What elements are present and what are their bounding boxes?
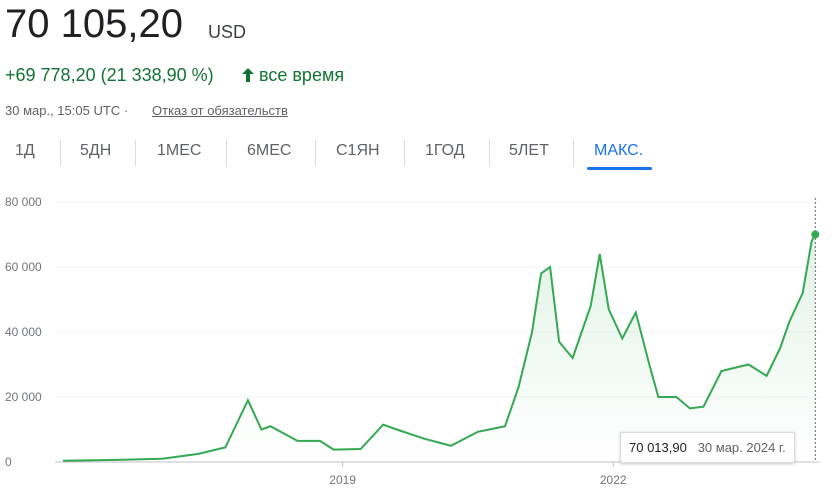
- area: [63, 234, 816, 462]
- range-tab[interactable]: МАКС.: [594, 142, 644, 159]
- currency: USD: [208, 22, 247, 42]
- line: [62, 233, 817, 462]
- disclaimer-link[interactable]: Отказ от обязательств: [152, 103, 288, 118]
- period: все время: [259, 65, 345, 85]
- range-tab[interactable]: 1МЕС: [157, 142, 202, 159]
- y-tick-label: 20 000: [5, 390, 42, 404]
- tooltip: 70 013,90 30 мар. 2024 г.: [620, 432, 795, 463]
- price: 70 105,20: [5, 2, 183, 46]
- tooltip-value: 70 013,90: [629, 440, 687, 455]
- tooltip-date: 30 мар. 2024 г.: [697, 440, 786, 455]
- y-tick-label: 60 000: [5, 260, 42, 274]
- range-tab[interactable]: 1Д: [15, 142, 35, 159]
- timestamp: 30 мар., 15:05 UTC ·: [5, 103, 129, 118]
- selected-indicator: [587, 167, 652, 170]
- change: +69 778,20 (21 338,90 %): [5, 65, 214, 85]
- range-tab[interactable]: С1ЯН: [336, 142, 380, 159]
- up-arrow: [242, 68, 254, 82]
- range-tab[interactable]: 5ЛЕТ: [509, 142, 549, 159]
- y-tick-label: 0: [5, 455, 12, 469]
- end-point: [811, 230, 820, 239]
- range-tab[interactable]: 6МЕС: [247, 142, 292, 159]
- y-tick-label: 80 000: [5, 195, 42, 209]
- x-tick-label: 2019: [329, 473, 356, 487]
- x-tick-label: 2022: [600, 473, 627, 487]
- range-tab[interactable]: 1ГОД: [425, 142, 465, 159]
- y-tick-label: 40 000: [5, 325, 42, 339]
- range-tab[interactable]: 5ДН: [80, 142, 112, 159]
